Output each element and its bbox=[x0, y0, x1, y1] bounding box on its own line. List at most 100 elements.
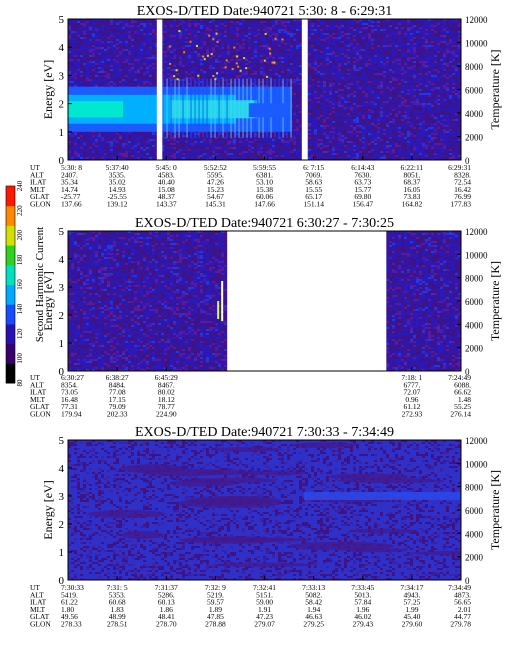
spectrogram-cell bbox=[140, 145, 143, 147]
spectrogram-cell bbox=[353, 29, 356, 31]
spectrogram-cell bbox=[404, 107, 407, 109]
spectrogram-cell bbox=[320, 115, 323, 117]
spectrogram-cell bbox=[377, 35, 380, 37]
spectrogram-cell bbox=[86, 23, 89, 25]
spectrogram-cell bbox=[323, 113, 326, 115]
spectrogram-cell bbox=[422, 37, 425, 39]
spectrogram-cell bbox=[362, 107, 365, 109]
spectrogram-cell bbox=[68, 45, 71, 47]
spectrogram-cell bbox=[335, 29, 338, 31]
spectrogram-cell bbox=[197, 39, 200, 41]
spectrogram-cell bbox=[140, 23, 143, 25]
spectrogram-cell bbox=[164, 33, 167, 35]
spectrogram-cell bbox=[350, 107, 353, 109]
spectrogram-cell bbox=[416, 65, 419, 67]
spectrogram-cell bbox=[362, 141, 365, 143]
spectrogram-cell bbox=[455, 117, 458, 119]
spectrogram-cell bbox=[167, 73, 170, 75]
spectrogram-cell bbox=[443, 93, 446, 95]
spectrogram-cell bbox=[386, 125, 389, 127]
spectrogram-cell bbox=[143, 25, 146, 27]
spectrogram-cell bbox=[455, 99, 458, 101]
spectrogram-cell bbox=[98, 85, 101, 87]
spectrogram-cell bbox=[284, 43, 287, 45]
spectrogram-cell bbox=[428, 45, 431, 47]
spectrogram-cell bbox=[344, 55, 347, 57]
spectrogram-cell bbox=[293, 79, 296, 81]
spectrogram-cell bbox=[134, 131, 137, 133]
spectrogram-cell bbox=[419, 43, 422, 45]
spectrogram-cell bbox=[218, 59, 221, 61]
spectrogram-cell bbox=[413, 77, 416, 79]
spectrogram-cell bbox=[95, 25, 98, 27]
spectrogram-cell bbox=[68, 73, 71, 75]
spectrogram-cell bbox=[179, 83, 182, 85]
spectrogram-cell bbox=[74, 35, 77, 37]
spectrogram-cell bbox=[227, 33, 230, 35]
spectrogram-cell bbox=[365, 59, 368, 61]
spectrogram-cell bbox=[326, 39, 329, 41]
spectrogram-cell bbox=[128, 31, 131, 33]
spectrogram-cell bbox=[146, 55, 149, 57]
spectrogram-cell bbox=[329, 77, 332, 79]
spectrogram-cell bbox=[341, 117, 344, 119]
spectrogram-cell bbox=[110, 145, 113, 147]
spectrogram-cell bbox=[458, 109, 461, 111]
spectrogram-cell bbox=[248, 53, 251, 55]
spectrogram-cell bbox=[359, 65, 362, 67]
spectrogram-cell bbox=[413, 127, 416, 129]
spectrogram-cell bbox=[311, 45, 314, 47]
spectrogram-cell bbox=[416, 117, 419, 119]
spectrogram-cell bbox=[218, 65, 221, 67]
spectrogram-cell bbox=[365, 117, 368, 119]
spectrogram-cell bbox=[395, 101, 398, 103]
spectrogram-cell bbox=[362, 113, 365, 115]
spectrogram-cell bbox=[293, 53, 296, 55]
spectrogram-cell bbox=[284, 25, 287, 27]
spectrogram-cell bbox=[107, 141, 110, 143]
spectrogram-cell bbox=[428, 115, 431, 117]
spectrogram-cell bbox=[308, 31, 311, 33]
spectrogram-cell bbox=[164, 81, 167, 83]
spectrogram-cell bbox=[128, 81, 131, 83]
spectrogram-cell bbox=[365, 69, 368, 71]
spectrogram-cell bbox=[365, 41, 368, 43]
spectrogram-cell bbox=[275, 43, 278, 45]
spectrogram-cell bbox=[347, 33, 350, 35]
spectrogram-cell bbox=[140, 37, 143, 39]
spectrogram-cell bbox=[395, 95, 398, 97]
spectrogram-cell bbox=[341, 77, 344, 79]
spectrogram-cell bbox=[443, 89, 446, 91]
spectrogram-cell bbox=[173, 145, 176, 147]
spectrogram-cell bbox=[92, 71, 95, 73]
spectrogram-cell bbox=[197, 21, 200, 23]
spectrogram-cell bbox=[71, 65, 74, 67]
spectrogram-cell bbox=[440, 41, 443, 43]
spectrogram-cell bbox=[380, 23, 383, 25]
spectrogram-cell bbox=[455, 93, 458, 95]
spectrogram-cell bbox=[395, 67, 398, 69]
spectrogram-cell bbox=[77, 37, 80, 39]
spectrogram-cell bbox=[221, 73, 224, 75]
spectrogram-cell bbox=[74, 21, 77, 23]
spectrogram-cell bbox=[395, 21, 398, 23]
spectrogram-cell bbox=[368, 143, 371, 145]
spectrogram-cell bbox=[431, 35, 434, 37]
spectrogram-cell bbox=[383, 125, 386, 127]
spectrogram-cell bbox=[107, 37, 110, 39]
spectrogram-cell bbox=[320, 89, 323, 91]
spectrogram-cell bbox=[245, 31, 248, 33]
spectrogram-cell bbox=[431, 107, 434, 109]
spectrogram-cell bbox=[386, 119, 389, 121]
spectrogram-cell bbox=[314, 85, 317, 87]
spectrogram-cell bbox=[335, 137, 338, 139]
spectrogram-cell bbox=[311, 107, 314, 109]
spectrogram-cell bbox=[191, 49, 194, 51]
spectrogram-cell bbox=[425, 119, 428, 121]
spectrogram-cell bbox=[443, 125, 446, 127]
spectrogram-cell bbox=[299, 23, 302, 25]
spectrogram-cell bbox=[437, 19, 440, 21]
spectrogram-cell bbox=[335, 83, 338, 85]
spectrogram-cell bbox=[395, 115, 398, 117]
spectrogram-cell bbox=[347, 53, 350, 55]
